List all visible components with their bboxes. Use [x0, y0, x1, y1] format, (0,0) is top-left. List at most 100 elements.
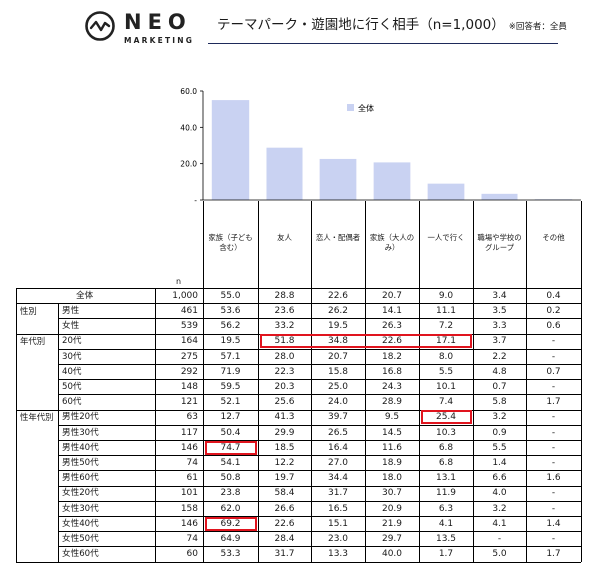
table-cell: 55.0 — [220, 290, 241, 301]
row-n: 146 — [180, 518, 198, 529]
table-cell: 11.9 — [435, 488, 457, 499]
table-cell: 0.7 — [492, 382, 507, 392]
table-cell: - — [551, 382, 556, 392]
table-cell: 5.0 — [492, 549, 507, 560]
col-divider — [16, 288, 17, 562]
table-cell: 9.5 — [384, 412, 400, 423]
table-cell: 53.3 — [220, 549, 241, 560]
row-label: 60代 — [62, 397, 82, 408]
table-cell: 22.6 — [274, 518, 295, 529]
row-label: 女性20代 — [62, 488, 99, 499]
table-cell: 56.2 — [220, 321, 241, 332]
row-n: 121 — [180, 397, 198, 408]
bar-2 — [266, 147, 303, 200]
table-cell: 1.4 — [546, 518, 561, 529]
table-cell: 3.3 — [492, 321, 507, 332]
col-divider — [581, 201, 582, 562]
row-divider — [58, 455, 581, 456]
table-cell: 21.9 — [381, 518, 403, 529]
row-label: 20代 — [62, 336, 82, 347]
table-cell: 13.3 — [327, 549, 349, 560]
table-cell: 16.8 — [381, 366, 403, 377]
table-cell: 6.3 — [438, 503, 454, 514]
row-divider — [58, 531, 581, 532]
row-label: 女性40代 — [62, 518, 99, 529]
row-label: 女性 — [62, 321, 80, 332]
table-cell: 22.6 — [381, 336, 403, 347]
row-n: 148 — [180, 382, 198, 392]
table-cell: 8.0 — [438, 351, 454, 362]
table-cell: 5.5 — [438, 366, 454, 377]
table-cell: 25.4 — [435, 412, 457, 423]
table-cell: 71.9 — [220, 366, 241, 377]
row-divider — [58, 516, 581, 517]
bar-5 — [427, 183, 465, 200]
row-n: 63 — [186, 412, 198, 423]
row-label: 30代 — [62, 351, 82, 362]
table-cell: 4.8 — [492, 366, 507, 377]
row-label: 女性50代 — [62, 534, 99, 544]
col-divider — [203, 201, 204, 562]
table-cell: 18.0 — [381, 473, 403, 484]
table-cell: 34.8 — [327, 336, 349, 347]
table-cell: 31.7 — [327, 488, 349, 499]
row-divider — [58, 546, 581, 548]
table-cell: 6.8 — [438, 458, 454, 468]
legend-swatch — [347, 104, 354, 111]
table-cell: 51.8 — [274, 336, 295, 347]
table-cell: 7.2 — [438, 321, 454, 332]
row-divider — [58, 379, 581, 380]
highlight-box — [259, 334, 472, 349]
table-cell: - — [551, 412, 556, 423]
table-cell: - — [551, 458, 556, 468]
y-tick-label: - — [194, 196, 197, 205]
table-cell: 2.2 — [492, 351, 507, 362]
row-n: 1,000 — [172, 290, 198, 301]
table-cell: - — [551, 427, 556, 438]
row-divider — [16, 333, 581, 335]
title-underline — [208, 43, 558, 44]
row-divider — [58, 485, 581, 487]
column-header: 恋人・配偶者 — [315, 233, 361, 242]
table-cell: 28.9 — [381, 397, 403, 408]
table-cell: 18.9 — [381, 458, 403, 468]
table-cell: 1.7 — [546, 549, 561, 560]
bar-1 — [211, 100, 250, 200]
table-cell: 20.7 — [381, 290, 403, 301]
table-cell: 3.2 — [492, 412, 507, 423]
row-label: 男性20代 — [62, 412, 99, 423]
row-label: 女性30代 — [62, 503, 99, 514]
table-cell: 20.7 — [327, 351, 349, 362]
table-cell: 4.0 — [492, 488, 507, 499]
table-cell: 12.7 — [220, 412, 241, 423]
table-cell: 39.7 — [327, 412, 349, 423]
table-cell: 31.7 — [274, 549, 295, 560]
table-cell: 1.7 — [438, 549, 454, 560]
table-cell: 19.5 — [327, 321, 349, 332]
row-group-label: 性年代別 — [20, 412, 54, 423]
table-cell: 12.2 — [274, 458, 295, 468]
table-cell: 18.2 — [381, 351, 403, 362]
col-divider — [473, 201, 474, 562]
table-cell: 22.6 — [327, 290, 349, 301]
table-cell: 11.1 — [435, 306, 457, 316]
table-cell: 16.4 — [327, 442, 349, 453]
table-cell: 59.5 — [220, 382, 241, 392]
row-label: 40代 — [62, 366, 82, 377]
highlight-box — [420, 410, 472, 425]
table-cell: 9.0 — [438, 290, 454, 301]
row-label: 男性 — [62, 306, 80, 316]
row-n: 461 — [180, 306, 198, 316]
neo-logo-icon — [85, 11, 115, 41]
row-divider — [58, 348, 581, 350]
column-header: 職場や学校のグループ — [477, 233, 522, 252]
table-cell: 5.8 — [492, 397, 507, 408]
table-cell: 15.1 — [327, 518, 349, 529]
table-cell: 13.1 — [435, 473, 457, 484]
page-title: テーマパーク・遊園地に行く相手（n=1,000） ※回答者：全員 — [217, 13, 567, 33]
row-divider — [58, 318, 581, 320]
table-cell: - — [551, 503, 556, 514]
row-divider — [58, 424, 581, 426]
table-cell: 0.4 — [546, 290, 561, 301]
table-cell: 27.0 — [327, 458, 349, 468]
